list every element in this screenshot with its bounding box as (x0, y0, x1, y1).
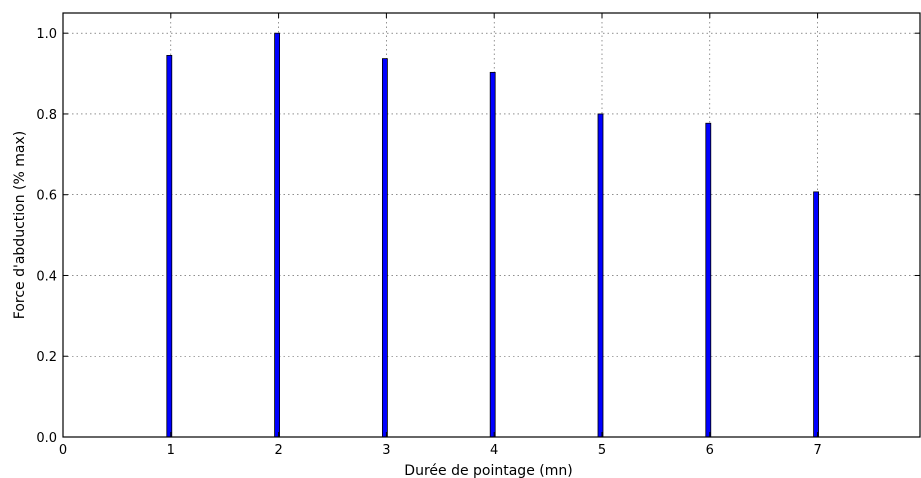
bar (597, 113, 604, 438)
x-tick-label: 2 (274, 443, 282, 458)
y-tick-label: 0.8 (36, 108, 57, 123)
x-axis-label: Durée de pointage (mn) (404, 463, 572, 478)
bar (274, 32, 280, 438)
plot-frame (62, 12, 921, 438)
bar (813, 191, 819, 438)
bar (705, 122, 712, 438)
x-tick-label: 1 (167, 443, 175, 458)
x-tick-label: 0 (59, 443, 67, 458)
y-axis-label: Force d'abduction (% max) (12, 131, 28, 319)
y-tick-label: 0.2 (36, 350, 57, 365)
x-tick-label: 4 (490, 443, 498, 458)
bars (166, 32, 819, 438)
x-tick-label: 5 (598, 443, 606, 458)
bar (381, 58, 388, 438)
bar (166, 55, 173, 438)
y-tick-label: 0.4 (36, 269, 57, 284)
bar (489, 71, 496, 438)
y-tick-label: 1.0 (36, 27, 57, 42)
y-tick-label: 0.0 (36, 431, 57, 446)
x-tick-label: 7 (813, 443, 821, 458)
x-tick-label: 3 (382, 443, 390, 458)
x-tick-label: 6 (706, 443, 714, 458)
ticks: 0 1 2 3 4 5 6 7 0.0 0.2 0.4 0.6 0.8 1.0 (36, 13, 920, 458)
y-tick-label: 0.6 (36, 189, 57, 204)
